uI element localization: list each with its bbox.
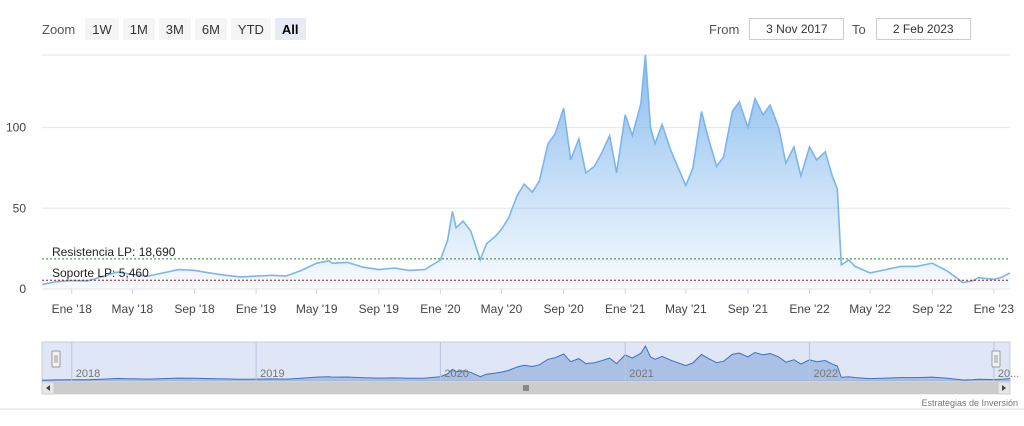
x-tick-label: Sep '20: [543, 302, 584, 316]
navigator-line: [41, 344, 1011, 381]
x-tick-label: Ene '21: [605, 302, 646, 316]
price-line: [41, 54, 1011, 286]
navigator-year-label: 2020: [444, 368, 468, 380]
range-from-group: From 3 Nov 2017: [709, 18, 845, 40]
x-tick-label: Ene '23: [974, 302, 1015, 316]
x-tick-label: Sep '19: [359, 302, 400, 316]
x-tick-label: Sep '22: [912, 302, 953, 316]
scrollbar[interactable]: [0, 381, 1024, 410]
x-tick-label: Ene '22: [789, 302, 830, 316]
range-to-group: To 2 Feb 2023: [852, 18, 971, 40]
navigator-year-label: 20...: [998, 368, 1019, 380]
navigator-year-label: 2022: [814, 368, 838, 380]
navigator-year-label: 2021: [629, 368, 653, 380]
zoom-toolbar: Zoom 1W 1M 3M 6M YTD All: [42, 18, 306, 40]
x-tick-label: May '18: [112, 302, 154, 316]
zoom-1m-button[interactable]: 1M: [122, 18, 155, 40]
navigator[interactable]: 2018 2019 2020 2021 2022 20...: [41, 341, 1019, 382]
x-tick-label: May '19: [296, 302, 338, 316]
zoom-ytd-button[interactable]: YTD: [230, 18, 271, 40]
zoom-6m-button[interactable]: 6M: [194, 18, 227, 40]
range-from-label: From: [709, 21, 740, 37]
x-tick-label: Ene '18: [52, 302, 93, 316]
zoom-3m-button[interactable]: 3M: [158, 18, 191, 40]
x-tick-label: May '21: [665, 302, 707, 316]
x-tick-label: May '20: [481, 302, 523, 316]
zoom-1w-button[interactable]: 1W: [85, 18, 119, 40]
y-tick-label: 100: [6, 121, 26, 135]
range-to-input[interactable]: 2 Feb 2023: [875, 18, 971, 40]
x-tick-label: May '22: [849, 302, 891, 316]
navigator-year-label: 2019: [260, 368, 284, 380]
arrow-right-icon: [1002, 385, 1006, 391]
x-tick-label: Sep '18: [174, 302, 215, 316]
x-tick-label: Sep '21: [728, 302, 769, 316]
zoom-all-button[interactable]: All: [274, 18, 306, 40]
navigator-right-handle[interactable]: [991, 350, 1001, 368]
range-from-input[interactable]: 3 Nov 2017: [749, 18, 845, 40]
resistance-label: Resistencia LP: 18,690: [52, 245, 176, 259]
x-tick-label: Ene '20: [420, 302, 461, 316]
y-tick-label: 50: [13, 201, 27, 215]
navigator-year-label: 2018: [76, 368, 100, 380]
price-area: [42, 55, 1010, 289]
credits-text: Estrategias de Inversión: [921, 398, 1018, 408]
support-label: Soporte LP: 5,460: [52, 266, 149, 280]
x-tick-label: Ene '19: [236, 302, 277, 316]
navigator-left-handle[interactable]: [51, 350, 61, 368]
arrow-left-icon: [46, 385, 50, 391]
y-tick-label: 0: [19, 282, 26, 296]
range-to-label: To: [852, 21, 866, 37]
navigator-area: [42, 346, 1010, 381]
navigator-mask: [41, 341, 1011, 382]
zoom-label: Zoom: [42, 21, 76, 37]
